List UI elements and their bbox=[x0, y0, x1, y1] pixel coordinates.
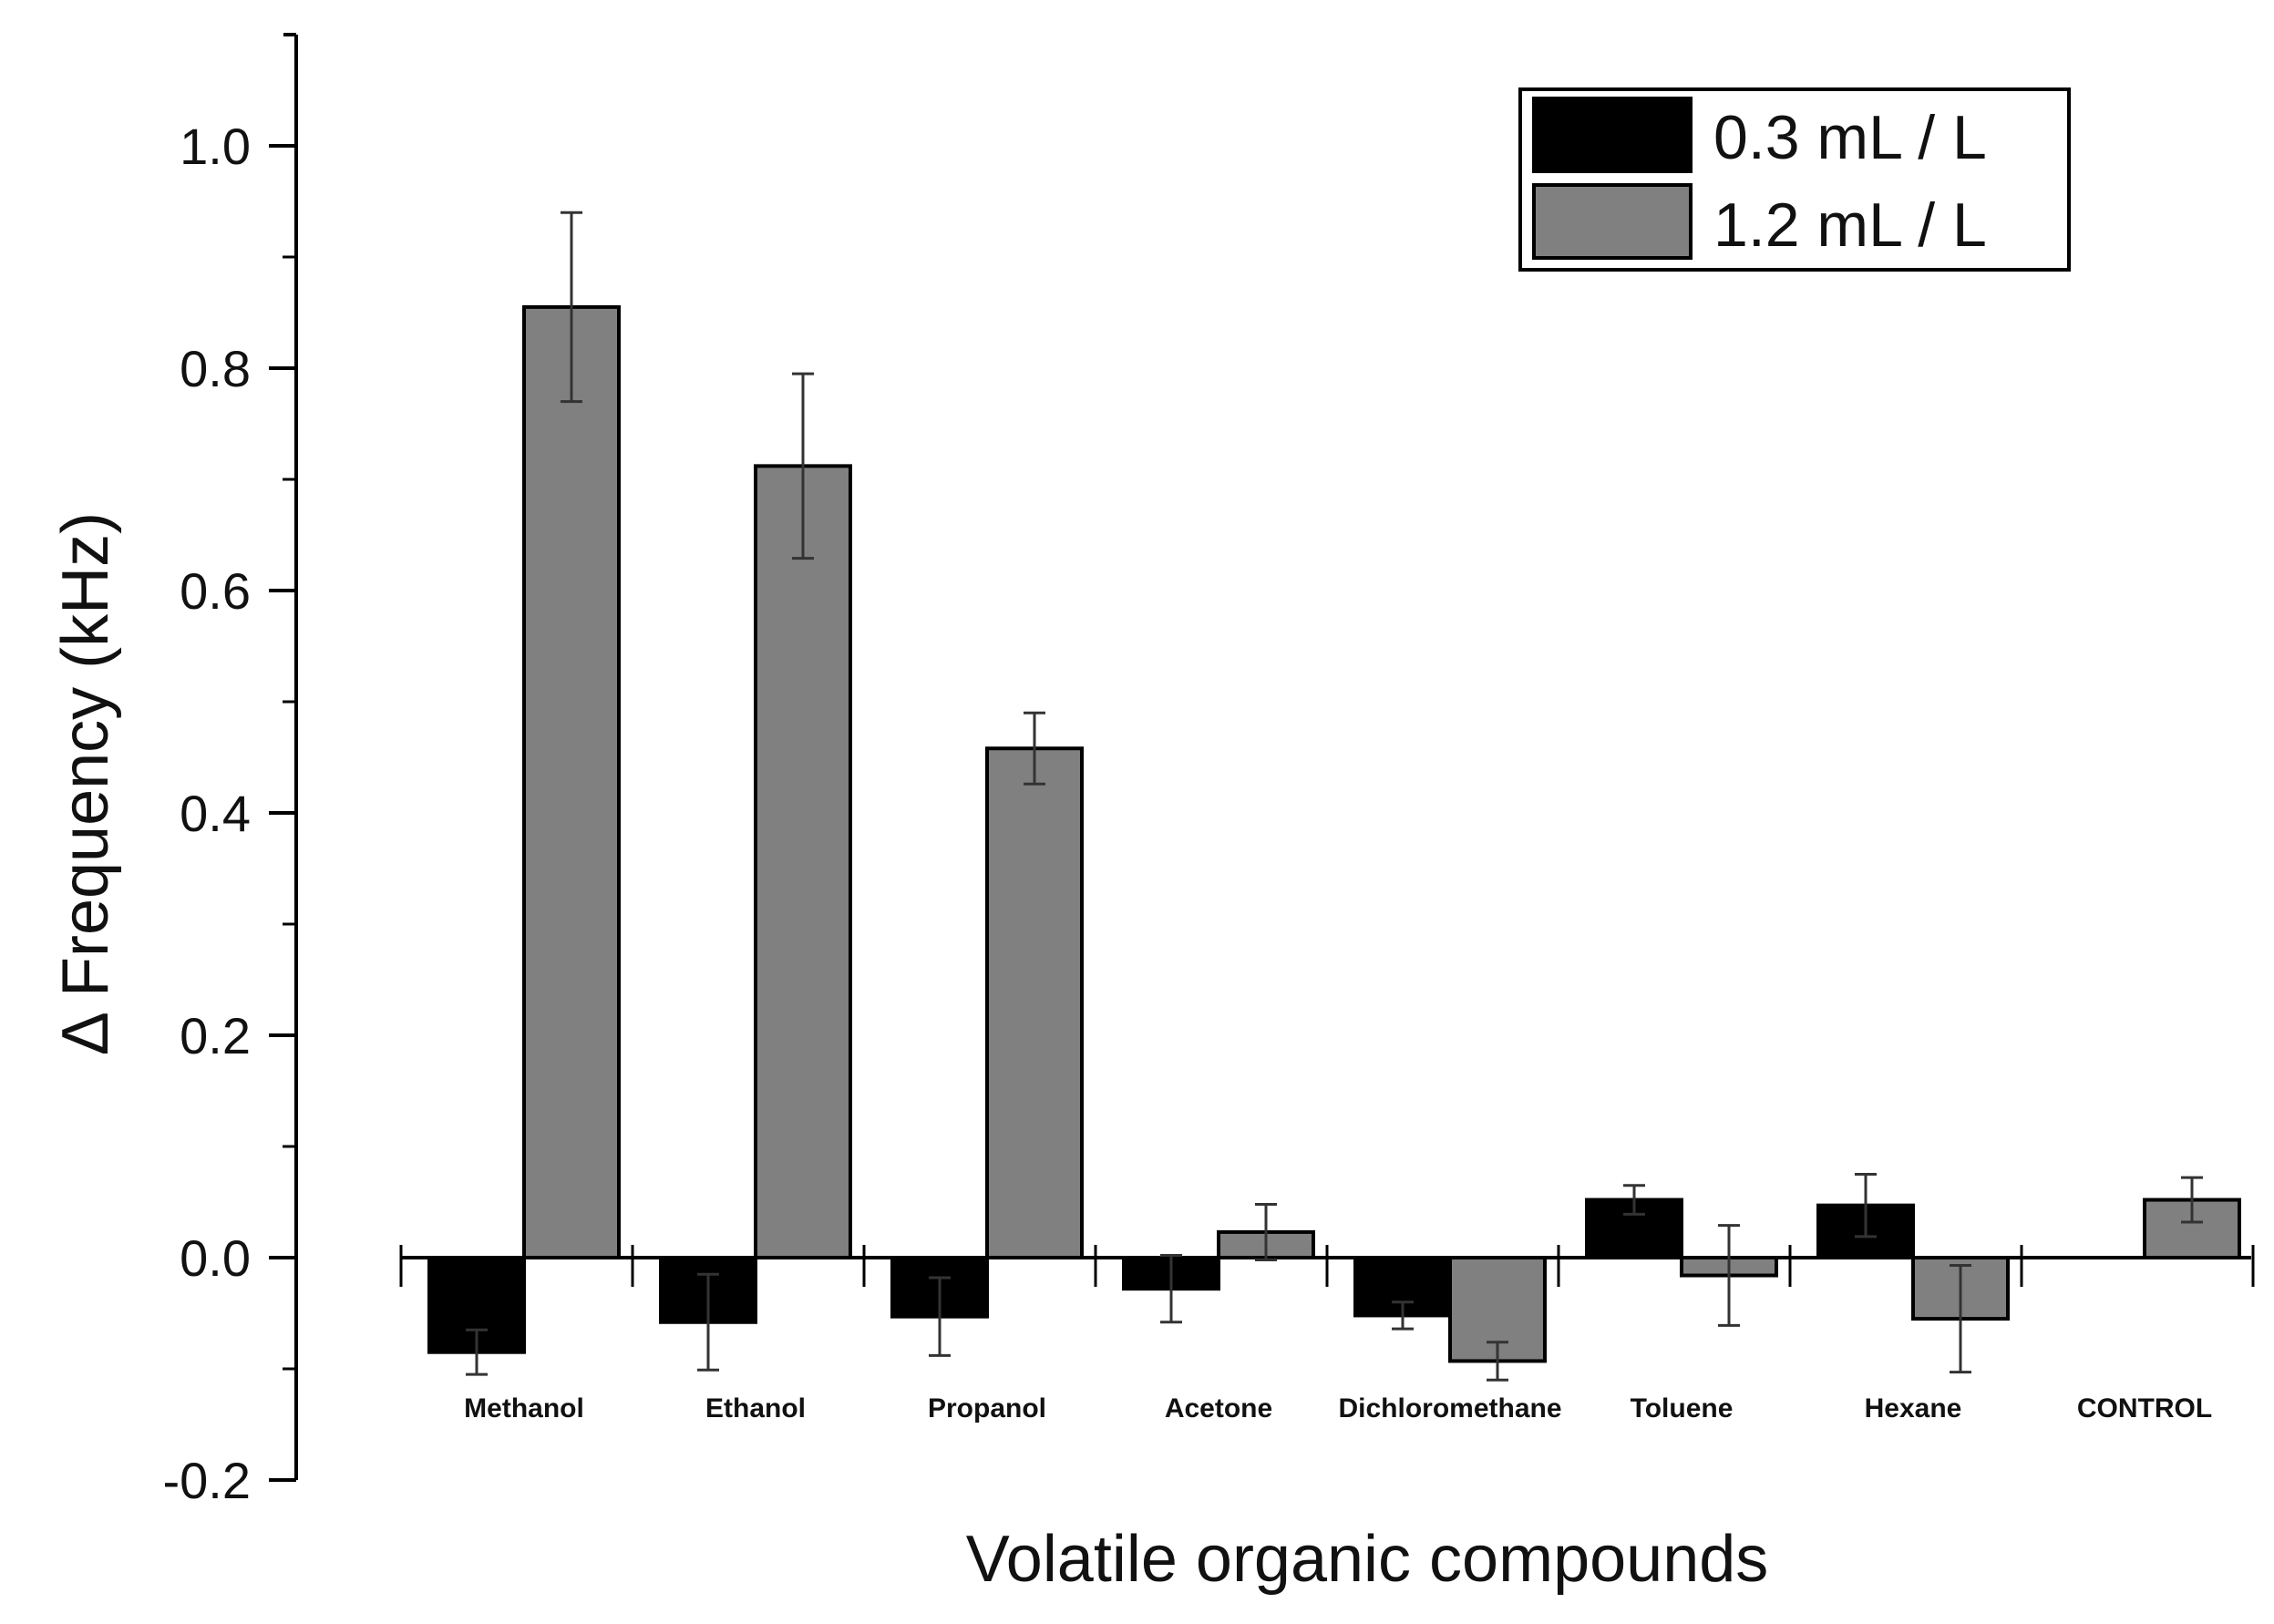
x-axis-title: Volatile organic compounds bbox=[966, 1523, 1769, 1596]
legend-label-0-3: 0.3 mL / L bbox=[1713, 103, 1987, 172]
x-category-label: Hexane bbox=[1865, 1393, 1962, 1424]
x-category-label: Methanol bbox=[464, 1393, 584, 1424]
legend: 0.3 mL / L 1.2 mL / L bbox=[1518, 87, 2071, 272]
y-tick-label: 0.8 bbox=[180, 340, 251, 397]
x-category-label: Toluene bbox=[1631, 1393, 1734, 1424]
y-tick-label: 0.2 bbox=[180, 1007, 251, 1064]
category-labels: Methanol Ethanol Propanol Acetone Dichlorome… bbox=[464, 1393, 2212, 1424]
x-category-label: Acetone bbox=[1165, 1393, 1272, 1424]
y-tick-label: 0.0 bbox=[180, 1229, 251, 1287]
bars-group bbox=[427, 304, 2241, 1363]
legend-swatch-0-3 bbox=[1532, 97, 1693, 173]
y-axis-title: Δ Frequency (kHz) bbox=[49, 512, 122, 1055]
bar-methanol-series-1 bbox=[522, 304, 621, 1259]
x-category-label: Ethanol bbox=[705, 1393, 806, 1424]
bar-propanol-series-1 bbox=[985, 746, 1084, 1259]
y-tick-label: -0.2 bbox=[163, 1452, 252, 1509]
error-bars-group bbox=[466, 211, 2203, 1382]
y-tick-label: 0.4 bbox=[180, 785, 251, 842]
x-category-label: CONTROL bbox=[2077, 1393, 2212, 1424]
x-category-label: Propanol bbox=[928, 1393, 1046, 1424]
legend-swatch-1-2 bbox=[1532, 183, 1693, 260]
x-category-label: Dichloromethane bbox=[1338, 1393, 1561, 1424]
y-tick-label: 1.0 bbox=[180, 118, 251, 175]
legend-label-1-2: 1.2 mL / L bbox=[1713, 190, 1987, 260]
y-tick-label: 0.6 bbox=[180, 562, 251, 620]
bar-ethanol-series-1 bbox=[754, 464, 852, 1259]
